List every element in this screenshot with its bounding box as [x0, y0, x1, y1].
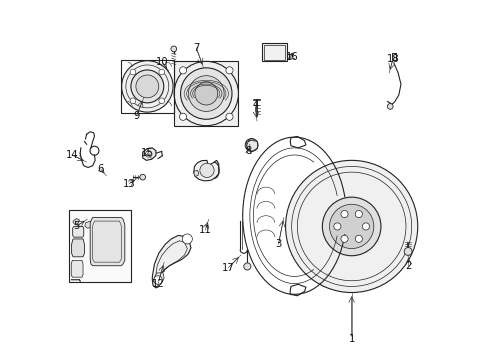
Text: 15: 15 — [141, 148, 153, 158]
Circle shape — [159, 98, 164, 104]
Circle shape — [225, 67, 233, 74]
Circle shape — [329, 204, 373, 249]
Circle shape — [153, 276, 162, 284]
Polygon shape — [84, 221, 93, 228]
Circle shape — [200, 163, 214, 177]
Text: 14: 14 — [66, 150, 79, 160]
Circle shape — [322, 197, 380, 256]
Circle shape — [136, 75, 159, 98]
Text: 16: 16 — [285, 52, 298, 62]
Circle shape — [362, 223, 369, 230]
Circle shape — [340, 235, 347, 242]
Circle shape — [244, 139, 258, 152]
Polygon shape — [73, 226, 83, 237]
Text: 1: 1 — [348, 334, 354, 344]
Circle shape — [145, 151, 152, 157]
Polygon shape — [73, 219, 80, 224]
Bar — [69, 210, 131, 282]
Circle shape — [122, 61, 173, 112]
Text: 9: 9 — [133, 111, 140, 121]
Circle shape — [225, 113, 233, 120]
Circle shape — [194, 82, 217, 105]
Text: 12: 12 — [151, 279, 164, 289]
Circle shape — [386, 104, 392, 109]
Circle shape — [159, 69, 164, 75]
Circle shape — [131, 70, 163, 103]
Circle shape — [354, 211, 362, 218]
Text: 5: 5 — [73, 221, 79, 231]
Circle shape — [404, 248, 411, 255]
Circle shape — [179, 113, 186, 120]
Circle shape — [340, 211, 347, 218]
Polygon shape — [152, 235, 190, 288]
Circle shape — [130, 69, 136, 75]
Circle shape — [171, 46, 176, 52]
Bar — [121, 60, 174, 113]
Text: 7: 7 — [193, 43, 199, 53]
Circle shape — [140, 174, 145, 180]
Circle shape — [130, 98, 136, 104]
Text: 17: 17 — [222, 262, 234, 273]
Circle shape — [291, 53, 293, 55]
Circle shape — [179, 67, 186, 74]
Bar — [391, 53, 395, 60]
Polygon shape — [71, 260, 83, 277]
Bar — [174, 62, 238, 126]
Text: 8: 8 — [245, 147, 251, 157]
Polygon shape — [193, 160, 218, 181]
Circle shape — [333, 223, 340, 230]
Text: 3: 3 — [275, 239, 281, 249]
Polygon shape — [90, 217, 124, 266]
Polygon shape — [71, 239, 84, 257]
Circle shape — [174, 62, 238, 126]
Circle shape — [180, 68, 231, 119]
Polygon shape — [153, 273, 164, 282]
Text: 6: 6 — [98, 164, 104, 174]
Text: 2: 2 — [405, 261, 411, 271]
Text: 10: 10 — [156, 57, 168, 67]
Polygon shape — [142, 148, 156, 160]
Text: 18: 18 — [386, 54, 399, 64]
Polygon shape — [193, 170, 198, 176]
Bar — [263, 45, 285, 60]
Circle shape — [182, 234, 192, 244]
Circle shape — [285, 160, 417, 293]
Text: 13: 13 — [123, 179, 136, 189]
Circle shape — [188, 76, 224, 111]
Circle shape — [244, 263, 250, 270]
Text: 4: 4 — [252, 100, 258, 110]
Text: 11: 11 — [199, 225, 211, 235]
Bar — [261, 43, 287, 62]
Circle shape — [354, 235, 362, 242]
